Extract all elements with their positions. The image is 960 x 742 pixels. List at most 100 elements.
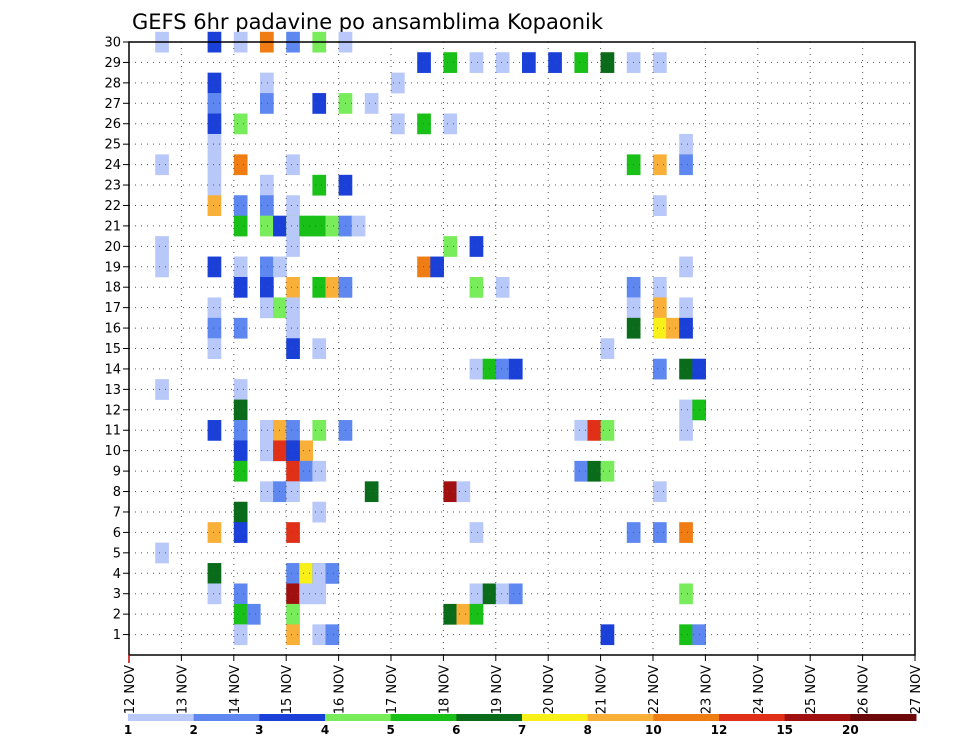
heatmap-cell bbox=[233, 501, 248, 523]
y-tick-label: 23 bbox=[104, 179, 121, 194]
heatmap-cell bbox=[653, 317, 667, 339]
grid-layer bbox=[129, 41, 915, 655]
heatmap-cell bbox=[600, 338, 615, 360]
heatmap-cell bbox=[679, 399, 693, 421]
heatmap-cell bbox=[299, 563, 313, 584]
heatmap-cell bbox=[325, 563, 340, 584]
heatmap-cell bbox=[312, 501, 327, 523]
x-tick-label: 18 NOV bbox=[437, 665, 452, 714]
x-axis: 12 NOV 13 NOV 14 NOV 15 NOV 16 NOV 17 NOV 18 N… bbox=[123, 655, 924, 714]
y-tick-label: 10 bbox=[104, 444, 121, 459]
heatmap-cell bbox=[417, 113, 431, 135]
heatmap-cell bbox=[443, 603, 458, 625]
heatmap-cell bbox=[260, 297, 274, 319]
heatmap-cell bbox=[312, 276, 327, 298]
heatmap-cell bbox=[312, 420, 327, 441]
heatmap-cell bbox=[351, 215, 366, 237]
heatmap-cell bbox=[207, 195, 222, 216]
x-tick-label: 17 NOV bbox=[385, 665, 400, 714]
heatmap-cell bbox=[600, 624, 615, 646]
heatmap-cell bbox=[207, 133, 222, 155]
heatmap-cell bbox=[574, 460, 589, 482]
heatmap-cell bbox=[233, 195, 248, 216]
heatmap-cell bbox=[286, 297, 300, 319]
heatmap-cell bbox=[233, 603, 248, 625]
heatmap-cell bbox=[260, 440, 274, 462]
heatmap-cell bbox=[260, 72, 274, 94]
colorbar-segment bbox=[259, 714, 326, 721]
x-tick-label: 19 NOV bbox=[490, 665, 505, 714]
heatmap-cell bbox=[653, 154, 667, 176]
heatmap-cell bbox=[456, 481, 471, 503]
heatmap-cell bbox=[155, 256, 169, 278]
x-tick-label: 24 NOV bbox=[752, 665, 767, 714]
y-tick-label: 12 bbox=[104, 403, 121, 418]
cells-layer bbox=[155, 31, 706, 646]
heatmap-cell bbox=[260, 195, 274, 216]
heatmap-cell bbox=[260, 276, 274, 298]
heatmap-cell bbox=[679, 522, 693, 543]
heatmap-cell bbox=[155, 379, 169, 400]
y-tick-label: 26 bbox=[104, 117, 121, 132]
heatmap-cell bbox=[600, 460, 615, 482]
y-tick-label: 24 bbox=[104, 158, 121, 173]
heatmap-cell bbox=[417, 256, 431, 278]
heatmap-cell bbox=[286, 563, 300, 584]
heatmap-cell bbox=[522, 52, 536, 73]
x-tick-label: 25 NOV bbox=[804, 665, 819, 714]
heatmap-cell bbox=[233, 276, 248, 298]
colorbar-segment bbox=[390, 714, 457, 721]
heatmap-cell bbox=[207, 317, 222, 339]
y-tick-label: 1 bbox=[113, 628, 121, 643]
colorbar-label: 6 bbox=[452, 723, 460, 737]
heatmap-cell bbox=[286, 481, 300, 503]
y-tick-label: 17 bbox=[104, 301, 121, 316]
heatmap-cell bbox=[653, 358, 667, 380]
x-tick-label: 27 NOV bbox=[909, 665, 924, 714]
heatmap-cell bbox=[286, 583, 300, 605]
y-axis: 1234567891011121314151617181920212223242… bbox=[104, 36, 129, 643]
heatmap-cell bbox=[233, 440, 248, 462]
heatmap-cell bbox=[679, 297, 693, 319]
heatmap-cell bbox=[364, 93, 379, 114]
heatmap-cell bbox=[207, 113, 222, 135]
heatmap-cell bbox=[260, 215, 274, 237]
y-tick-label: 6 bbox=[113, 526, 121, 541]
heatmap-cell bbox=[286, 276, 300, 298]
heatmap-cell bbox=[260, 174, 274, 196]
heatmap-cell bbox=[312, 93, 327, 114]
heatmap-cell bbox=[155, 236, 169, 257]
heatmap-cell bbox=[495, 358, 510, 380]
heatmap-cell bbox=[207, 256, 222, 278]
heatmap-cell bbox=[155, 542, 169, 564]
heatmap-cell bbox=[233, 460, 248, 482]
heatmap-cell bbox=[312, 174, 327, 196]
y-tick-label: 7 bbox=[113, 505, 121, 520]
colorbar-label: 7 bbox=[518, 723, 526, 737]
y-tick-label: 2 bbox=[113, 608, 121, 623]
colorbar-label: 2 bbox=[189, 723, 197, 737]
heatmap-cell bbox=[207, 338, 222, 360]
heatmap-cell bbox=[600, 52, 615, 73]
heatmap-cell bbox=[286, 440, 300, 462]
colorbar-segment bbox=[653, 714, 720, 721]
y-tick-label: 28 bbox=[104, 76, 121, 91]
heatmap-cell bbox=[286, 624, 300, 646]
heatmap-cell bbox=[286, 154, 300, 176]
y-tick-label: 3 bbox=[113, 587, 121, 602]
y-tick-label: 4 bbox=[113, 567, 121, 582]
colorbar-label: 3 bbox=[255, 723, 263, 737]
heatmap-cell bbox=[286, 236, 300, 257]
x-tick-label: 22 NOV bbox=[647, 665, 662, 714]
heatmap-cell bbox=[312, 215, 327, 237]
colorbar: 1 2 3 4 5 6 7 8 10 12 15 20 bbox=[124, 714, 917, 737]
y-tick-label: 16 bbox=[104, 322, 121, 337]
heatmap-cell bbox=[653, 481, 667, 503]
heatmap-cell bbox=[233, 624, 248, 646]
heatmap-cell bbox=[286, 603, 300, 625]
heatmap-cell bbox=[325, 215, 340, 237]
heatmap-cell bbox=[679, 420, 693, 441]
colorbar-label: 4 bbox=[321, 723, 329, 737]
heatmap-cell bbox=[233, 399, 248, 421]
